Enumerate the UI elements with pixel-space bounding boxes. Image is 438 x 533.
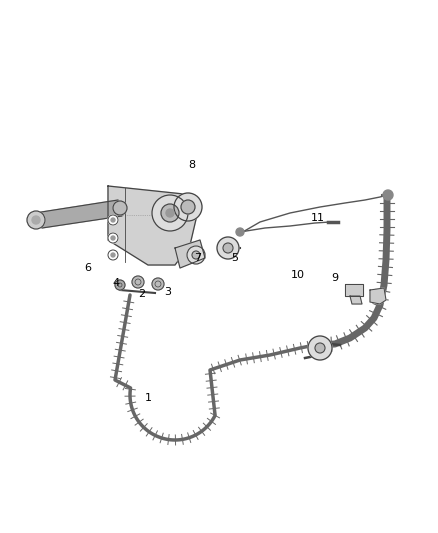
Circle shape [152,278,164,290]
Polygon shape [175,240,205,268]
Circle shape [181,200,195,214]
Circle shape [174,193,202,221]
Text: 11: 11 [311,213,325,223]
Circle shape [315,343,325,353]
Circle shape [166,209,174,217]
Polygon shape [370,288,386,304]
Circle shape [111,236,115,240]
Circle shape [223,243,233,253]
Circle shape [161,204,179,222]
Circle shape [32,216,40,224]
Circle shape [108,233,118,243]
Polygon shape [350,296,362,304]
Text: 1: 1 [145,393,152,403]
Text: 8: 8 [188,160,195,170]
Text: 10: 10 [291,270,305,280]
Polygon shape [35,200,122,228]
Text: 6: 6 [85,263,92,273]
Circle shape [108,250,118,260]
Circle shape [217,237,239,259]
Polygon shape [345,284,363,296]
Circle shape [115,280,125,290]
Text: 2: 2 [138,289,145,299]
Circle shape [111,253,115,257]
Polygon shape [108,186,197,265]
Circle shape [192,251,200,259]
Text: 7: 7 [194,253,201,263]
Text: 5: 5 [232,253,239,263]
Circle shape [108,215,118,225]
Circle shape [132,276,144,288]
Circle shape [187,246,205,264]
Circle shape [111,218,115,222]
Text: 4: 4 [113,278,120,288]
Text: 3: 3 [165,287,172,297]
Circle shape [152,195,188,231]
Circle shape [27,211,45,229]
Text: 9: 9 [332,273,339,283]
Circle shape [383,190,393,200]
Circle shape [308,336,332,360]
Circle shape [113,201,127,215]
Circle shape [236,228,244,236]
